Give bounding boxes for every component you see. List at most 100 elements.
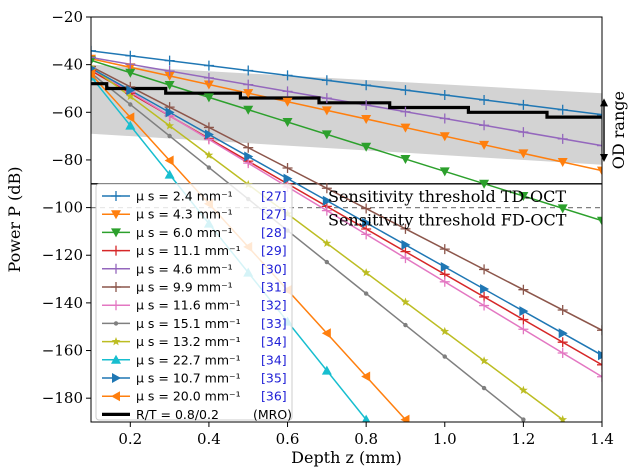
series-1-point	[439, 90, 450, 101]
series-1-point	[557, 104, 568, 115]
x-tick-label: 1.2	[511, 430, 535, 448]
legend-box	[95, 183, 293, 421]
legend-marker-12	[111, 391, 120, 402]
series-11-point	[480, 284, 490, 295]
series-5-point	[361, 99, 372, 110]
series-4-point	[557, 337, 568, 348]
series-5-point	[282, 86, 293, 97]
series-9-point	[125, 91, 135, 101]
legend-marker-3	[111, 228, 121, 238]
legend-ref-1: [27]	[261, 189, 287, 204]
od-range-label: OD range	[609, 91, 628, 169]
series-5-point	[439, 113, 450, 124]
series-8-point	[363, 291, 369, 296]
series-1-point	[243, 65, 254, 76]
series-11-point	[204, 129, 214, 140]
series-1-point	[91, 45, 96, 56]
y-tick-label: −60	[51, 103, 83, 121]
series-9-point	[519, 385, 528, 394]
x-tick-label: 0.2	[118, 430, 142, 448]
legend-marker-2	[111, 210, 121, 220]
series-7-point	[361, 229, 372, 240]
series-3-point	[479, 179, 490, 189]
x-tick-label: 1.4	[590, 430, 614, 448]
series-2-point	[439, 132, 450, 142]
series-12-point	[321, 328, 331, 339]
series-8-point	[167, 133, 172, 139]
series-7-point	[439, 276, 450, 287]
y-tick-label: −160	[42, 342, 83, 360]
series-8-point	[128, 102, 133, 107]
series-7-point	[321, 205, 332, 216]
series-9-point	[165, 121, 174, 130]
series-3-point	[91, 56, 96, 66]
series-1-point	[518, 99, 529, 110]
series-line-6	[91, 65, 602, 331]
legend-marker-10	[111, 354, 121, 364]
legend-label-8: μ s = 15.1 mm⁻¹	[136, 316, 241, 331]
series-6-point	[557, 304, 568, 315]
legend-label-10: μ s = 22.7 mm⁻¹	[136, 352, 241, 367]
y-tick-label: −120	[42, 246, 83, 264]
legend-note-rt: (MRO)	[253, 407, 292, 422]
legend-ref-4: [29]	[261, 243, 287, 258]
legend-ref-11: [35]	[261, 371, 287, 386]
series-line-1	[91, 50, 602, 116]
threshold-td-oct-label: Sensitivity threshold TD-OCT	[328, 187, 566, 206]
legend-label-1: μ s = 2.4 mm⁻¹	[136, 189, 233, 204]
series-2-point	[597, 166, 602, 176]
series-3-point	[439, 167, 450, 177]
series-line-8	[91, 72, 524, 421]
series-12-point	[400, 414, 410, 422]
series-4-point	[518, 314, 529, 325]
rt-step-line	[91, 82, 602, 119]
series-6-point	[321, 183, 332, 194]
series-8-point	[206, 165, 212, 170]
legend-ref-5: [30]	[261, 261, 287, 276]
series-5-point	[125, 59, 136, 70]
series-3-point	[243, 105, 254, 115]
x-tick-label: 0.4	[197, 430, 221, 448]
series-9-point	[322, 238, 332, 248]
series-3-point	[361, 142, 372, 152]
series-11-point	[91, 65, 96, 71]
legend-marker-11	[112, 373, 121, 383]
series-11-point	[519, 306, 529, 317]
series-8-point	[442, 354, 447, 359]
plot-frame	[90, 16, 603, 423]
series-5-point	[91, 52, 96, 63]
series-1-point	[400, 85, 411, 96]
series-line-3	[91, 59, 602, 222]
series-7-point	[243, 158, 254, 169]
series-1-point	[479, 94, 490, 105]
series-2-point	[282, 97, 293, 107]
series-2-point	[479, 140, 490, 150]
legend-label-5: μ s = 4.6 mm⁻¹	[136, 261, 233, 276]
series-2-point	[400, 123, 411, 133]
series-5-point	[518, 127, 529, 138]
legend-ref-6: [31]	[261, 280, 287, 295]
series-12-point	[164, 155, 174, 166]
x-axis-title: Depth z (mm)	[291, 448, 402, 467]
axes: 0.2 0.4 0.6 0.8 1.0 1.2 1.4 −180 −160 −140 −120 −10…	[5, 8, 614, 467]
series-8-point	[403, 322, 408, 328]
y-tick-label: −40	[51, 56, 83, 74]
series-3-point	[125, 68, 136, 78]
x-tick-label: 0.6	[276, 430, 300, 448]
series-1-point	[282, 70, 293, 81]
series-7-point	[518, 324, 529, 335]
series-1-point	[203, 60, 214, 71]
series-6-point	[518, 284, 529, 295]
series-11-point	[244, 151, 254, 162]
series-2-point	[243, 89, 254, 99]
series-6-point	[243, 142, 254, 153]
series-5-point	[321, 93, 332, 104]
y-tick-label: −140	[42, 294, 83, 312]
series-1-point	[321, 75, 332, 86]
series-9-point	[479, 356, 489, 365]
series-6-point	[479, 264, 490, 275]
series-11-point	[558, 328, 568, 339]
series-6-point	[361, 203, 372, 214]
legend-label-9: μ s = 13.2 mm⁻¹	[136, 334, 241, 349]
